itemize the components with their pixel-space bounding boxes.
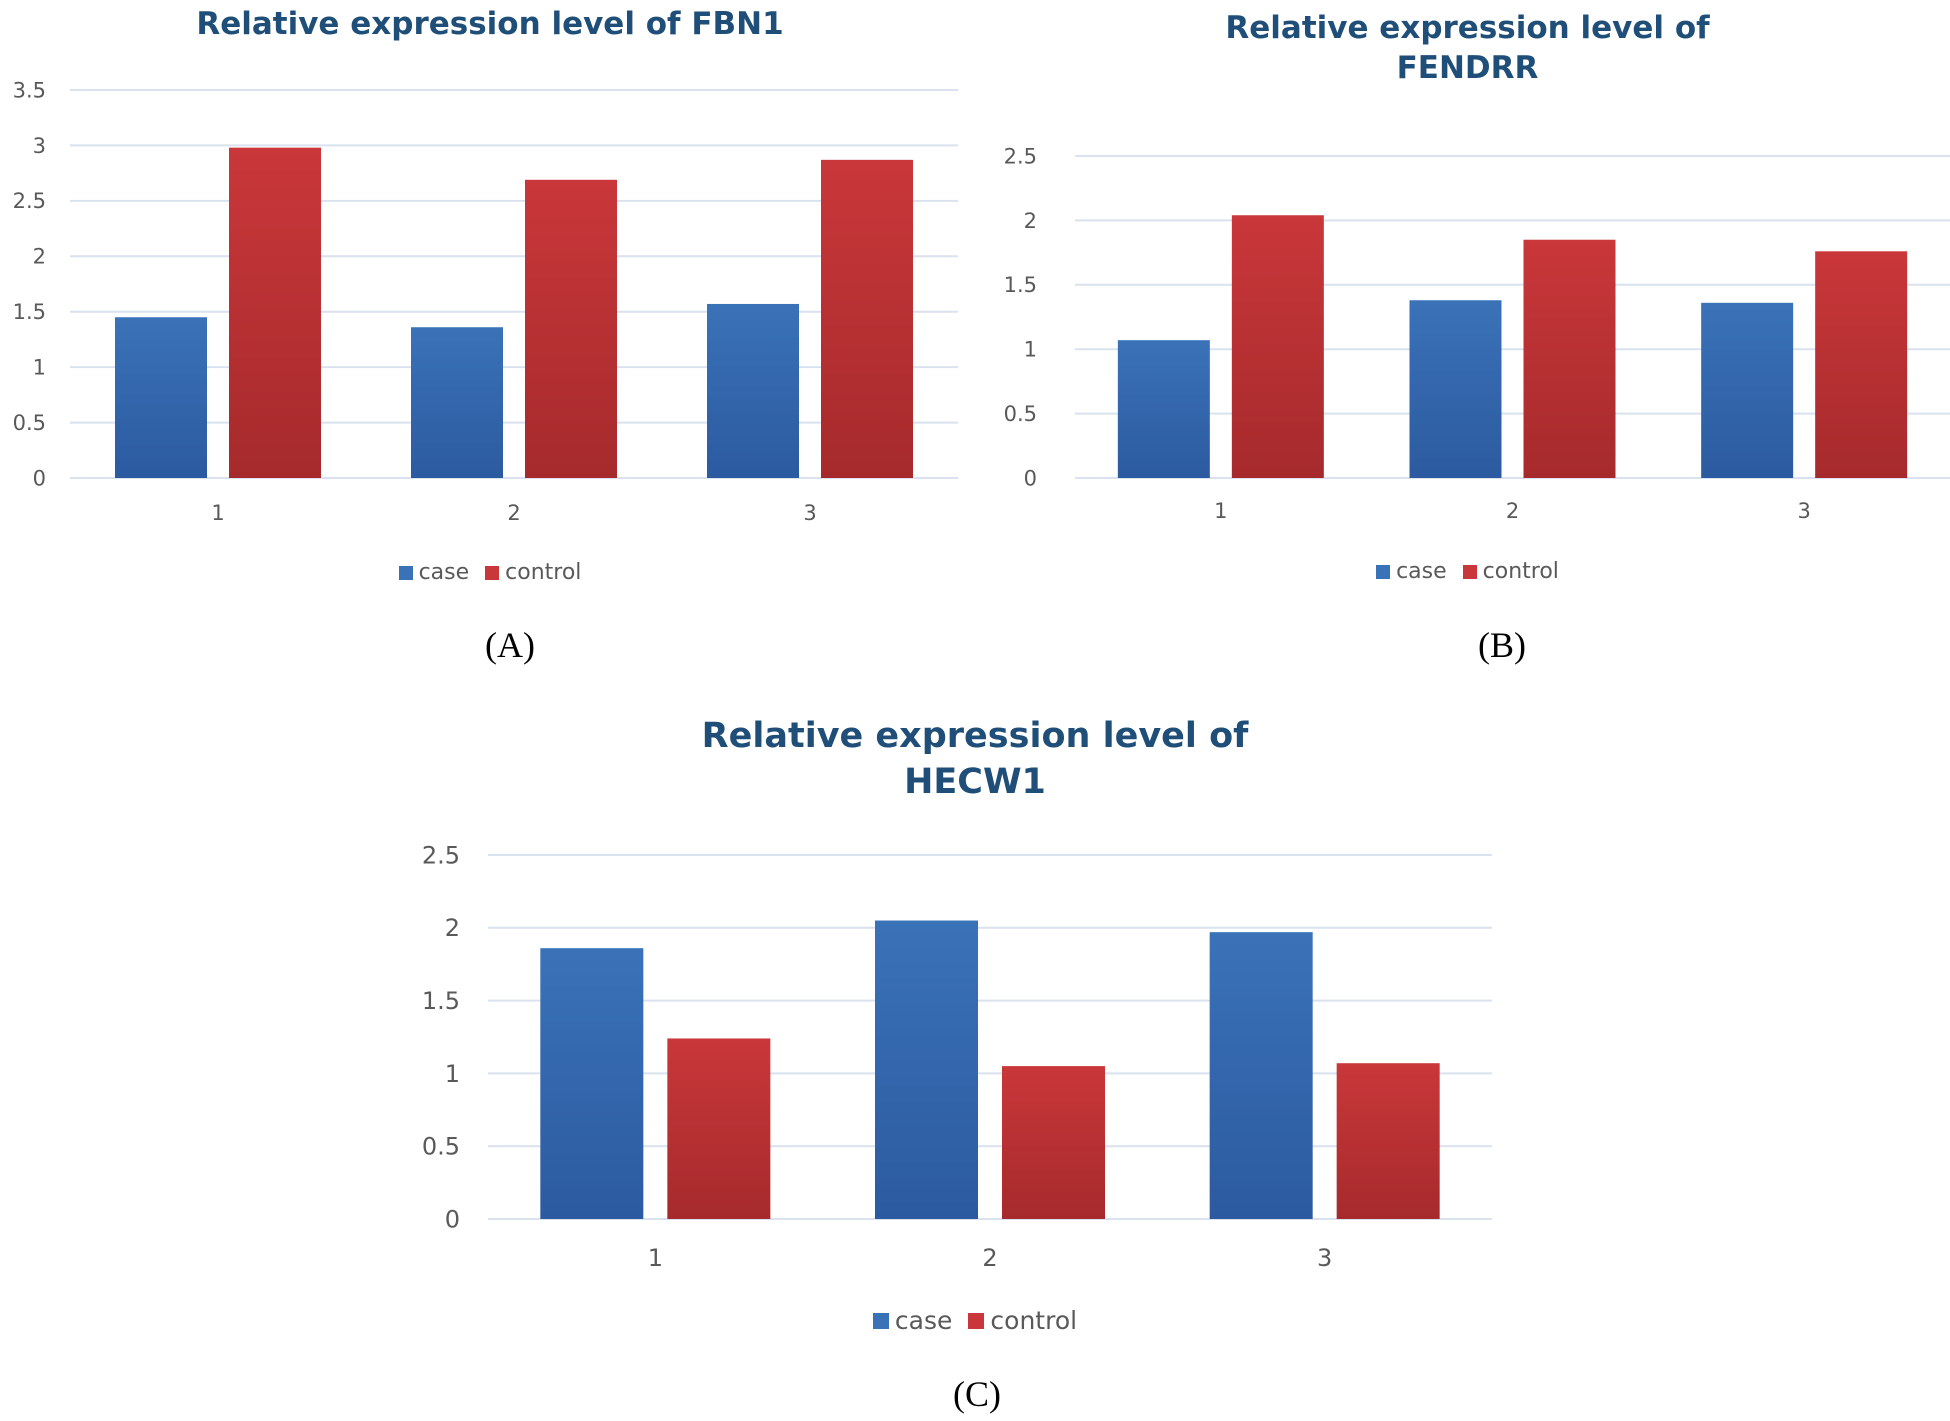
panel-caption-a: (A) xyxy=(485,625,535,665)
y-tick-label: 0 xyxy=(33,466,46,490)
x-tick-label: 3 xyxy=(1797,499,1810,523)
legend-swatch-case xyxy=(1376,564,1391,579)
chart-title-line: Relative expression level of xyxy=(701,716,1249,756)
chart-title-line: Relative expression level of xyxy=(1225,10,1710,46)
bar-case-1 xyxy=(115,317,207,478)
chart-plot: 0 0.5 1 1.5 2 2.5 3 3.5 1 2 3 xyxy=(13,78,958,525)
bar-control-1 xyxy=(667,1038,771,1219)
bar-control-2 xyxy=(525,179,617,478)
chart-title-line: HECW1 xyxy=(904,761,1046,802)
legend-swatch-case xyxy=(872,1312,889,1329)
legend-item-case: case xyxy=(872,1306,953,1335)
y-tick-label: 3 xyxy=(33,134,46,158)
y-tick-label: 1 xyxy=(33,355,46,379)
legend-label: control xyxy=(505,560,582,585)
y-tick-label: 0.5 xyxy=(1004,402,1037,426)
panel-caption-b: (B) xyxy=(1478,625,1526,665)
bar-control-2 xyxy=(1523,239,1616,478)
x-tick-label: 1 xyxy=(211,501,224,525)
y-tick-label: 2 xyxy=(445,914,460,942)
legend-item-control: control xyxy=(968,1306,1077,1335)
bar-control-1 xyxy=(1231,215,1324,479)
legend-label: control xyxy=(990,1306,1078,1335)
chart-legend: case control xyxy=(985,559,1950,584)
legend-item-case: case xyxy=(398,560,470,585)
y-tick-label: 1.5 xyxy=(1004,273,1037,297)
bar-control-3 xyxy=(821,159,913,478)
legend-item-control: control xyxy=(1462,559,1559,584)
y-tick-label: 2 xyxy=(1024,209,1037,233)
chart-legend: case control xyxy=(0,560,980,585)
chart-title: Relative expression level of FBN1 xyxy=(0,4,980,44)
panel-caption-c: (C) xyxy=(953,1374,1001,1414)
legend-swatch-control xyxy=(1462,564,1477,579)
chart-plot: 0 0.5 1 1.5 2 2.5 1 2 3 xyxy=(1004,144,1950,523)
chart-panel-fbn1: Relative expression level of FBN1 0 0.5 1 1… xyxy=(0,0,980,585)
chart-legend: case control xyxy=(380,1306,1570,1335)
y-tick-label: 1 xyxy=(1024,338,1037,362)
bar-case-2 xyxy=(875,920,978,1219)
chart-title: Relative expression level of FENDRR xyxy=(985,8,1950,89)
y-tick-label: 0 xyxy=(1024,466,1037,490)
bar-control-2 xyxy=(1002,1066,1105,1219)
bar-case-1 xyxy=(1117,340,1210,478)
x-tick-label: 2 xyxy=(982,1244,997,1272)
legend-item-control: control xyxy=(485,560,581,585)
chart-title-line: Relative expression level of FBN1 xyxy=(196,6,784,42)
bar-case-3 xyxy=(1701,302,1794,478)
bar-case-3 xyxy=(707,303,799,478)
legend-swatch-case xyxy=(398,565,413,580)
y-tick-label: 1 xyxy=(445,1060,460,1088)
y-tick-label: 2.5 xyxy=(1004,144,1037,168)
chart-title-line: FENDRR xyxy=(1396,50,1539,87)
y-tick-label: 2.5 xyxy=(13,189,46,213)
y-tick-label: 3.5 xyxy=(13,78,46,102)
legend-swatch-control xyxy=(485,565,500,580)
legend-item-case: case xyxy=(1376,559,1447,584)
x-tick-label: 3 xyxy=(803,501,816,525)
bar-case-2 xyxy=(1409,300,1502,478)
x-tick-label: 3 xyxy=(1317,1244,1332,1272)
chart-plot: 0 0.5 1 1.5 2 2.5 1 2 3 xyxy=(422,841,1492,1272)
y-tick-label: 0 xyxy=(445,1205,460,1233)
legend-label: case xyxy=(418,560,470,585)
y-tick-label: 0.5 xyxy=(422,1133,460,1161)
x-tick-label: 1 xyxy=(648,1244,663,1272)
legend-label: case xyxy=(894,1306,953,1335)
chart-panel-hecw1: Relative expression level of HECW1 0 0.5 1 1.… xyxy=(380,700,1570,1360)
chart-title: Relative expression level of HECW1 xyxy=(380,714,1570,805)
legend-label: control xyxy=(1482,559,1559,584)
x-tick-label: 2 xyxy=(507,501,520,525)
bar-case-1 xyxy=(540,948,644,1219)
legend-label: case xyxy=(1396,559,1447,584)
legend-swatch-control xyxy=(968,1312,985,1329)
x-tick-label: 2 xyxy=(1506,499,1519,523)
bar-case-2 xyxy=(411,327,503,478)
y-tick-label: 1.5 xyxy=(13,300,46,324)
y-tick-label: 0.5 xyxy=(13,411,46,435)
y-tick-label: 1.5 xyxy=(422,987,460,1015)
bar-control-3 xyxy=(1336,1063,1440,1219)
bar-case-3 xyxy=(1209,932,1313,1219)
y-tick-label: 2.5 xyxy=(422,841,460,869)
bar-control-1 xyxy=(229,147,321,478)
x-tick-label: 1 xyxy=(1214,499,1227,523)
y-tick-label: 2 xyxy=(33,245,46,269)
chart-panel-fendrr: Relative expression level of FENDRR 0 0.5 1 1… xyxy=(985,0,1950,584)
bar-control-3 xyxy=(1815,251,1908,478)
